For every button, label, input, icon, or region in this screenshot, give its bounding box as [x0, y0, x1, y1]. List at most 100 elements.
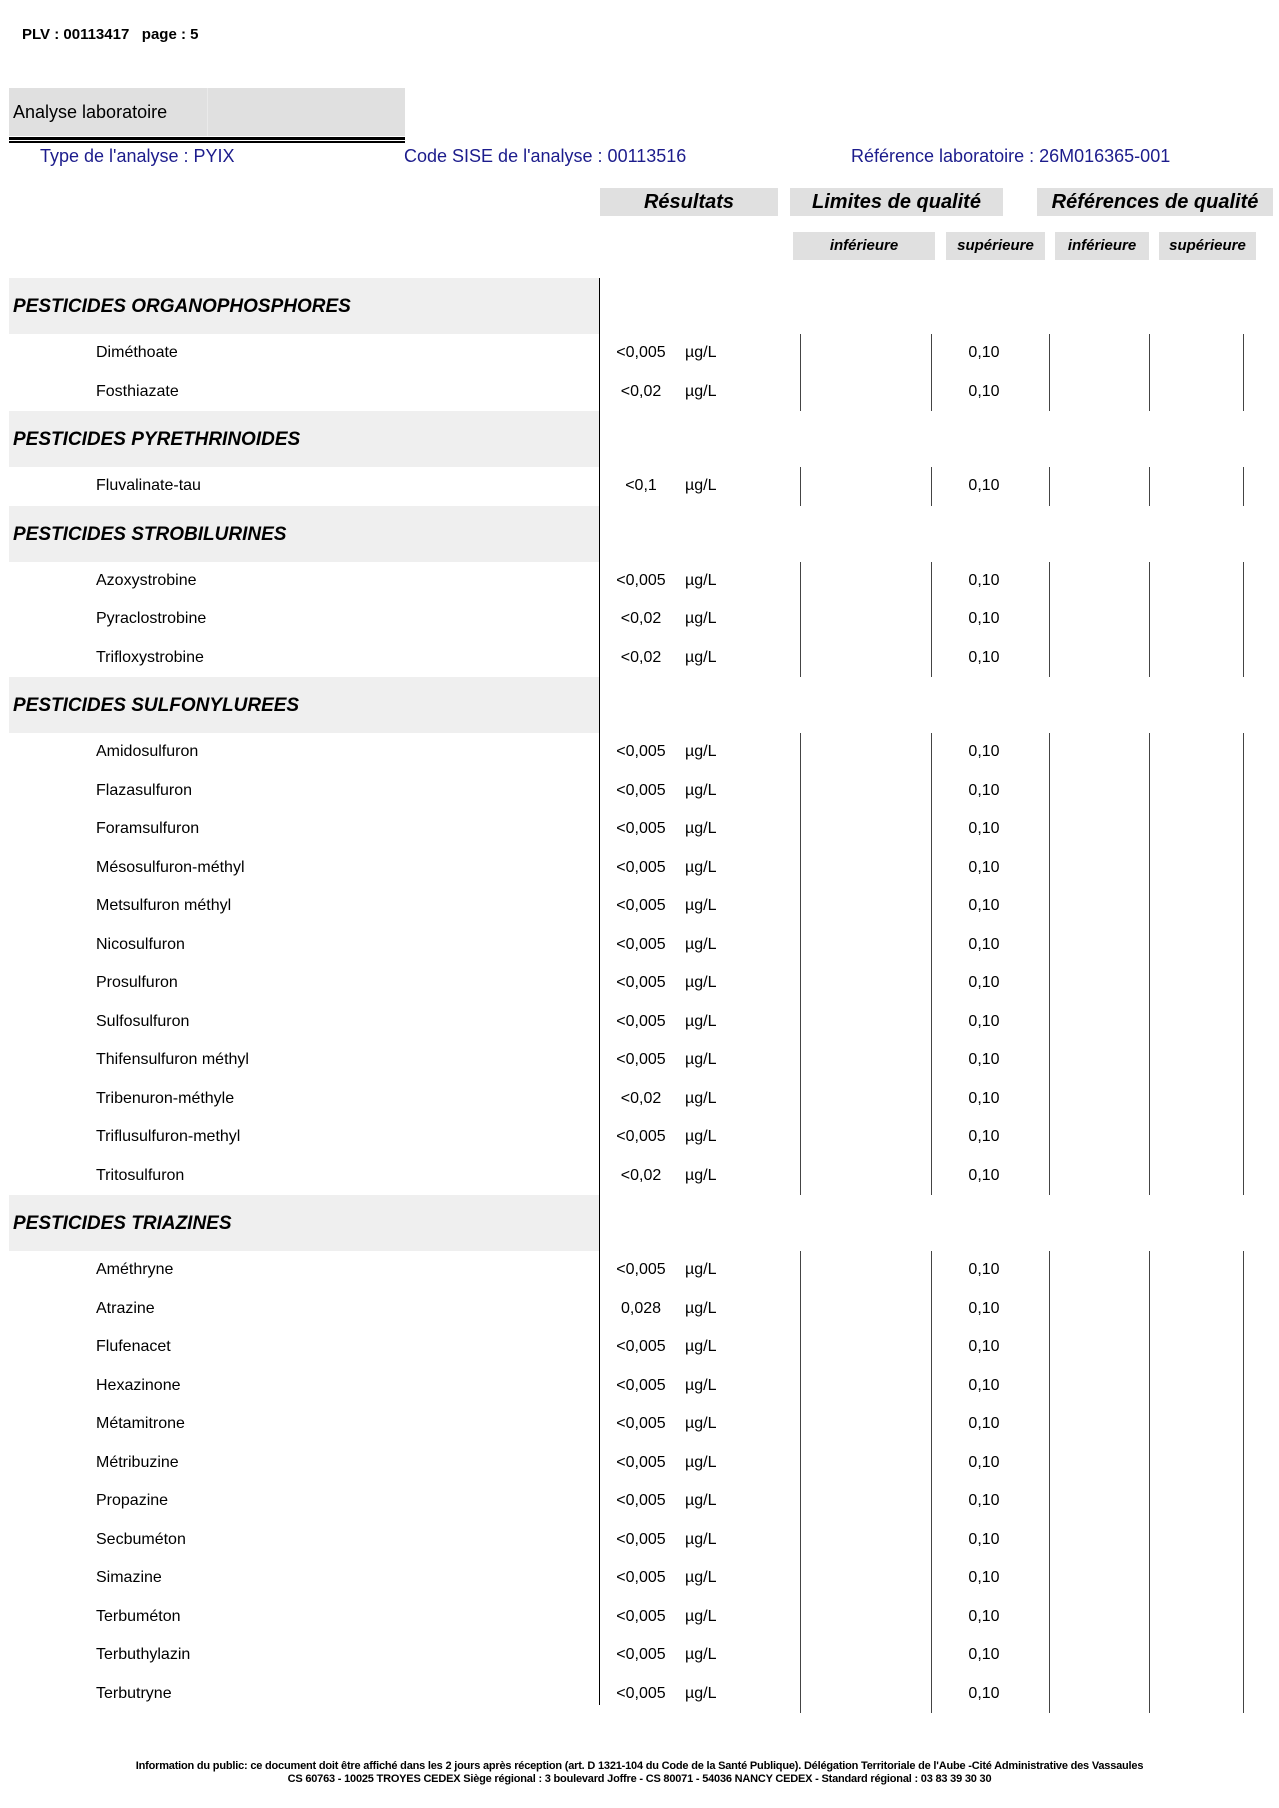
limit-upper-value: 0,10 — [968, 1051, 1000, 1068]
limit-upper-value: 0,10 — [968, 743, 1000, 760]
limit-upper-value: 0,10 — [968, 1530, 1000, 1548]
result-unit: µg/L — [685, 1012, 717, 1030]
column-divider — [800, 334, 801, 411]
parameter-name: Tritosulfuron — [96, 1166, 185, 1184]
result-unit: µg/L — [685, 1569, 717, 1586]
table-row: Métamitrone <0,005 µg/L 0,10 — [9, 1405, 1273, 1444]
result-unit: µg/L — [685, 1684, 717, 1702]
limit-upper-value: 0,10 — [968, 897, 1000, 914]
result-value: <0,005 — [616, 1051, 666, 1068]
result-value: <0,02 — [620, 382, 662, 400]
parameter-name: Terbutryne — [96, 1684, 172, 1702]
result-unit: µg/L — [685, 1376, 717, 1394]
limit-upper-value: 0,10 — [968, 1338, 1000, 1355]
result-value: <0,005 — [616, 1607, 666, 1625]
result-unit: µg/L — [685, 1299, 717, 1317]
footer-line-2: CS 60763 - 10025 TROYES CEDEX Siège régi… — [287, 1772, 992, 1785]
column-divider — [1149, 467, 1150, 506]
result-value: <0,005 — [616, 1338, 666, 1355]
result-value: <0,005 — [616, 571, 666, 589]
parameter-name: Métribuzine — [96, 1453, 179, 1471]
title-box-divider — [207, 88, 208, 136]
section-header: PESTICIDES TRIAZINES — [9, 1195, 600, 1251]
parameter-name: Flazasulfuron — [96, 781, 193, 799]
sise-code: Code SISE de l'analyse : 00113516 — [404, 146, 687, 166]
reference-upper-header: supérieure — [1159, 232, 1256, 260]
result-value: <0,005 — [616, 344, 666, 361]
limit-upper-value: 0,10 — [968, 1607, 1000, 1625]
quality-limits-header: Limites de qualité — [790, 188, 1003, 216]
column-divider — [1243, 561, 1244, 677]
result-unit: µg/L — [685, 743, 717, 760]
result-value: <0,005 — [616, 1415, 666, 1432]
result-value: <0,1 — [625, 477, 657, 494]
column-divider — [1049, 334, 1050, 411]
table-row: Tritosulfuron <0,02 µg/L 0,10 — [9, 1157, 1273, 1196]
result-value: <0,02 — [620, 648, 662, 666]
result-unit: µg/L — [685, 820, 717, 837]
section-title: Analyse laboratoire — [13, 102, 168, 122]
column-divider — [1243, 1251, 1244, 1713]
parameter-name: Triflusulfuron-methyl — [96, 1128, 241, 1145]
column-divider — [931, 1251, 932, 1713]
column-divider — [800, 1251, 801, 1713]
column-divider — [800, 561, 801, 677]
result-unit: µg/L — [685, 1492, 717, 1509]
table-row: Trifloxystrobine <0,02 µg/L 0,10 — [9, 639, 1273, 678]
table-row: Flufenacet <0,005 µg/L 0,10 — [9, 1328, 1273, 1367]
parameter-name: Hexazinone — [96, 1376, 181, 1394]
column-divider — [1243, 334, 1244, 411]
title-underline — [9, 141, 405, 143]
column-divider — [800, 467, 801, 506]
table-row: Amidosulfuron <0,005 µg/L 0,10 — [9, 733, 1273, 772]
parameter-name: Fluvalinate-tau — [96, 477, 201, 494]
result-value: <0,005 — [616, 1128, 666, 1145]
table-row: Diméthoate <0,005 µg/L 0,10 — [9, 334, 1273, 373]
table-row: Secbuméton <0,005 µg/L 0,10 — [9, 1521, 1273, 1560]
table-row: Fluvalinate-tau <0,1 µg/L 0,10 — [9, 467, 1273, 506]
plv-page-header: PLV : 00113417 page : 5 — [22, 26, 199, 43]
limit-upper-value: 0,10 — [968, 1299, 1000, 1317]
result-value: <0,005 — [616, 1569, 666, 1586]
limit-upper-header: supérieure — [946, 232, 1045, 260]
parameter-name: Métamitrone — [96, 1415, 185, 1432]
table-row: Triflusulfuron-methyl <0,005 µg/L 0,10 — [9, 1118, 1273, 1157]
parameter-name: Amidosulfuron — [96, 743, 199, 760]
limit-upper-value: 0,10 — [968, 344, 1000, 361]
section-title-box: Analyse laboratoire — [9, 88, 405, 136]
parameter-name: Sulfosulfuron — [96, 1012, 190, 1030]
table-row: Thifensulfuron méthyl <0,005 µg/L 0,10 — [9, 1041, 1273, 1080]
footer: Information du public: ce document doit … — [0, 1760, 1279, 1785]
column-divider — [1049, 561, 1050, 677]
result-value: <0,02 — [620, 610, 662, 627]
limit-upper-value: 0,10 — [968, 648, 1000, 666]
result-unit: µg/L — [685, 935, 717, 953]
footer-line-1: Information du public: ce document doit … — [135, 1760, 1144, 1772]
result-unit: µg/L — [685, 897, 717, 914]
result-value: <0,005 — [616, 1646, 666, 1663]
limit-upper-value: 0,10 — [968, 1089, 1000, 1107]
section-header: PESTICIDES SULFONYLUREES — [9, 677, 600, 733]
parameter-name: Nicosulfuron — [96, 935, 185, 953]
table-row: Foramsulfuron <0,005 µg/L 0,10 — [9, 810, 1273, 849]
title-underline — [9, 137, 405, 140]
quality-references-header: Références de qualité — [1037, 188, 1273, 216]
limit-upper-value: 0,10 — [968, 1012, 1000, 1030]
result-unit: µg/L — [685, 1089, 717, 1107]
table-row: Sulfosulfuron <0,005 µg/L 0,10 — [9, 1003, 1273, 1042]
parameter-name: Pyraclostrobine — [96, 610, 207, 627]
limit-upper-value: 0,10 — [968, 1684, 1000, 1702]
column-divider — [1149, 1251, 1150, 1713]
section-header: PESTICIDES STROBILURINES — [9, 505, 600, 562]
table-row: Métribuzine <0,005 µg/L 0,10 — [9, 1444, 1273, 1483]
result-unit: µg/L — [685, 648, 717, 666]
result-unit: µg/L — [685, 344, 717, 361]
limit-upper-value: 0,10 — [968, 1415, 1000, 1432]
table-row: Azoxystrobine <0,005 µg/L 0,10 — [9, 562, 1273, 601]
section-rows: Améthryne <0,005 µg/L 0,10 Atrazine 0,028 µg/L… — [9, 1251, 1273, 1713]
section-title: PESTICIDES ORGANOPHOSPHORES — [13, 296, 351, 317]
section-header: PESTICIDES ORGANOPHOSPHORES — [9, 278, 600, 334]
result-unit: µg/L — [685, 1453, 717, 1471]
parameter-name: Améthryne — [96, 1261, 174, 1278]
table-row: Metsulfuron méthyl <0,005 µg/L 0,10 — [9, 887, 1273, 926]
